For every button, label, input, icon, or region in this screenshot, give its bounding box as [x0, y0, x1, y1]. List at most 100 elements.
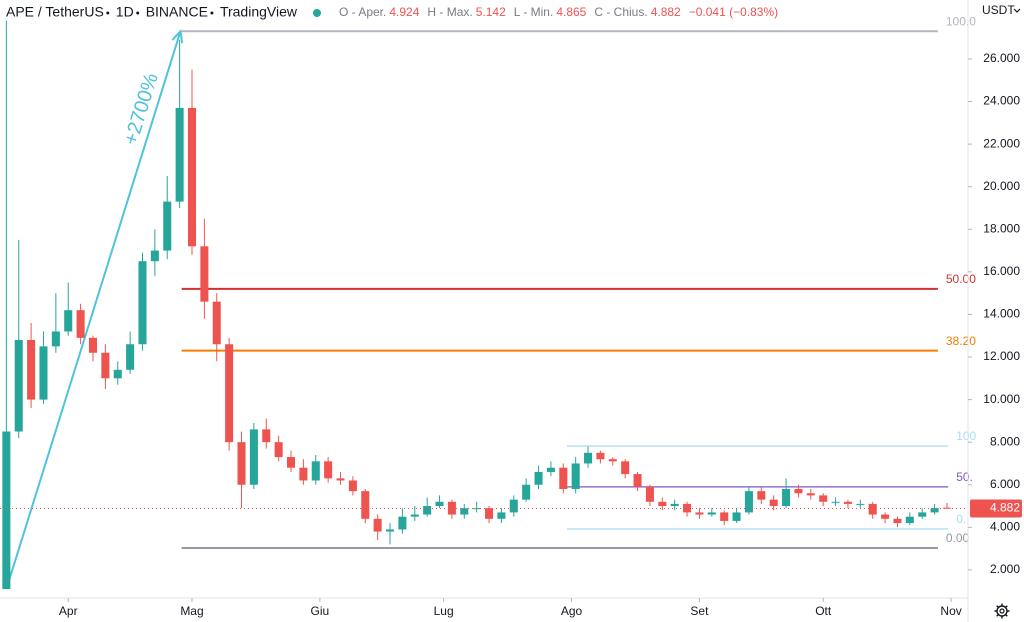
candle-body	[744, 491, 753, 513]
candle-body	[497, 512, 506, 519]
candle-body	[608, 459, 617, 462]
x-tick-label: Ago	[561, 604, 583, 618]
candle-body	[274, 442, 283, 458]
candle-body	[286, 457, 296, 468]
x-tick-label: Giu	[311, 604, 330, 618]
candle-body	[423, 506, 432, 515]
ohlc-value: 4.924	[389, 5, 419, 19]
candle-body	[571, 463, 580, 490]
last-price-label: 4.882	[990, 501, 1020, 515]
candle-body	[769, 499, 778, 507]
candle-body	[757, 491, 766, 500]
candle-body	[175, 107, 184, 202]
candle-body	[225, 344, 234, 443]
header-part: BINANCE	[146, 4, 208, 20]
status-dot	[312, 9, 321, 17]
ohlc-label: C - Chius.	[594, 5, 647, 19]
candle-body	[311, 461, 320, 481]
y-tick-label: 8.000	[990, 434, 1020, 448]
candle-body	[546, 467, 555, 472]
last-price-box	[970, 499, 1022, 518]
candle-body	[348, 480, 357, 492]
candle-body	[645, 486, 654, 502]
fib-level-label: 50.	[956, 470, 973, 484]
ohlc-value: 4.865	[556, 5, 586, 19]
candle-body	[398, 516, 407, 530]
candle-body	[336, 478, 345, 481]
fib-level-label: 100	[956, 429, 976, 443]
fib-level-label: 0.00	[946, 531, 970, 545]
x-tick-label: Lug	[434, 604, 454, 618]
candle-body	[509, 499, 518, 513]
candle-body	[621, 461, 630, 475]
candle-body	[843, 501, 852, 504]
fib-level-label: 0.	[956, 512, 966, 526]
y-tick-label: 16.000	[983, 264, 1020, 278]
candle-body	[534, 471, 543, 485]
header-part: APE / TetherUS	[6, 4, 104, 20]
y-tick-label: 26.000	[983, 51, 1020, 65]
y-tick-label: 20.000	[983, 179, 1020, 193]
candle-body	[324, 461, 333, 479]
header-part: 1D	[116, 4, 134, 20]
candle-body	[237, 442, 246, 485]
candle-body	[262, 429, 271, 443]
candle-body	[942, 507, 951, 509]
candle-body	[126, 344, 135, 370]
x-tick-label: Nov	[940, 604, 961, 618]
candle-body	[707, 512, 716, 515]
y-tick-label: 4.000	[990, 519, 1020, 533]
candle-body	[435, 501, 444, 507]
x-tick-label: Ott	[815, 604, 832, 618]
candle-body	[930, 508, 939, 513]
candle-body	[76, 310, 85, 338]
candle-body	[720, 512, 729, 521]
candle-body	[2, 431, 11, 590]
candle-body	[249, 429, 258, 485]
candle-body	[522, 484, 531, 500]
x-tick-label: Mag	[180, 604, 203, 618]
candle-body	[39, 346, 48, 400]
candle-body	[200, 246, 209, 302]
fib-level-label: 100.0	[946, 14, 976, 28]
y-tick-label: 12.000	[983, 349, 1020, 363]
candle-body	[299, 467, 308, 481]
candle-body	[683, 503, 692, 513]
currency-dropdown[interactable]	[1013, 8, 1021, 13]
candle-body	[782, 489, 791, 507]
measure-arrowhead	[171, 29, 184, 44]
candle-body	[101, 352, 110, 379]
candle-body	[485, 508, 494, 519]
candle-body	[658, 501, 667, 507]
candle-body	[868, 503, 877, 515]
ohlc-label: L - Min.	[514, 5, 554, 19]
candle-body	[373, 518, 382, 532]
candle-body	[732, 512, 741, 521]
candle-body	[559, 467, 568, 490]
fib-level-label: 38.20	[946, 334, 976, 348]
candle-body	[51, 331, 60, 347]
header-separator	[210, 11, 214, 15]
currency-button[interactable]	[976, 2, 1020, 20]
candle-body	[905, 516, 914, 524]
change-label: −0.041 (−0.83%)	[689, 5, 778, 19]
x-tick-label: Apr	[59, 604, 78, 618]
candle-body	[27, 339, 36, 400]
y-tick-label: 14.000	[983, 307, 1020, 321]
y-tick-label: 24.000	[983, 94, 1020, 108]
candle-body	[187, 107, 197, 247]
candle-body	[794, 489, 803, 494]
y-tick-label: 6.000	[990, 477, 1020, 491]
ohlc-label: H - Max.	[427, 5, 472, 19]
currency-label[interactable]: USDT	[982, 3, 1015, 17]
fib-level-label: 50.00	[946, 272, 976, 286]
candle-body	[806, 493, 815, 496]
axes: 2.000 4.000 6.000 8.000 10.000 12.000 14.000 16…	[59, 51, 1022, 618]
ohlc-label: O - Aper.	[339, 5, 386, 19]
settings-icon[interactable]	[994, 603, 1010, 619]
candle-body	[695, 512, 704, 515]
header-part: TradingView	[220, 4, 298, 20]
